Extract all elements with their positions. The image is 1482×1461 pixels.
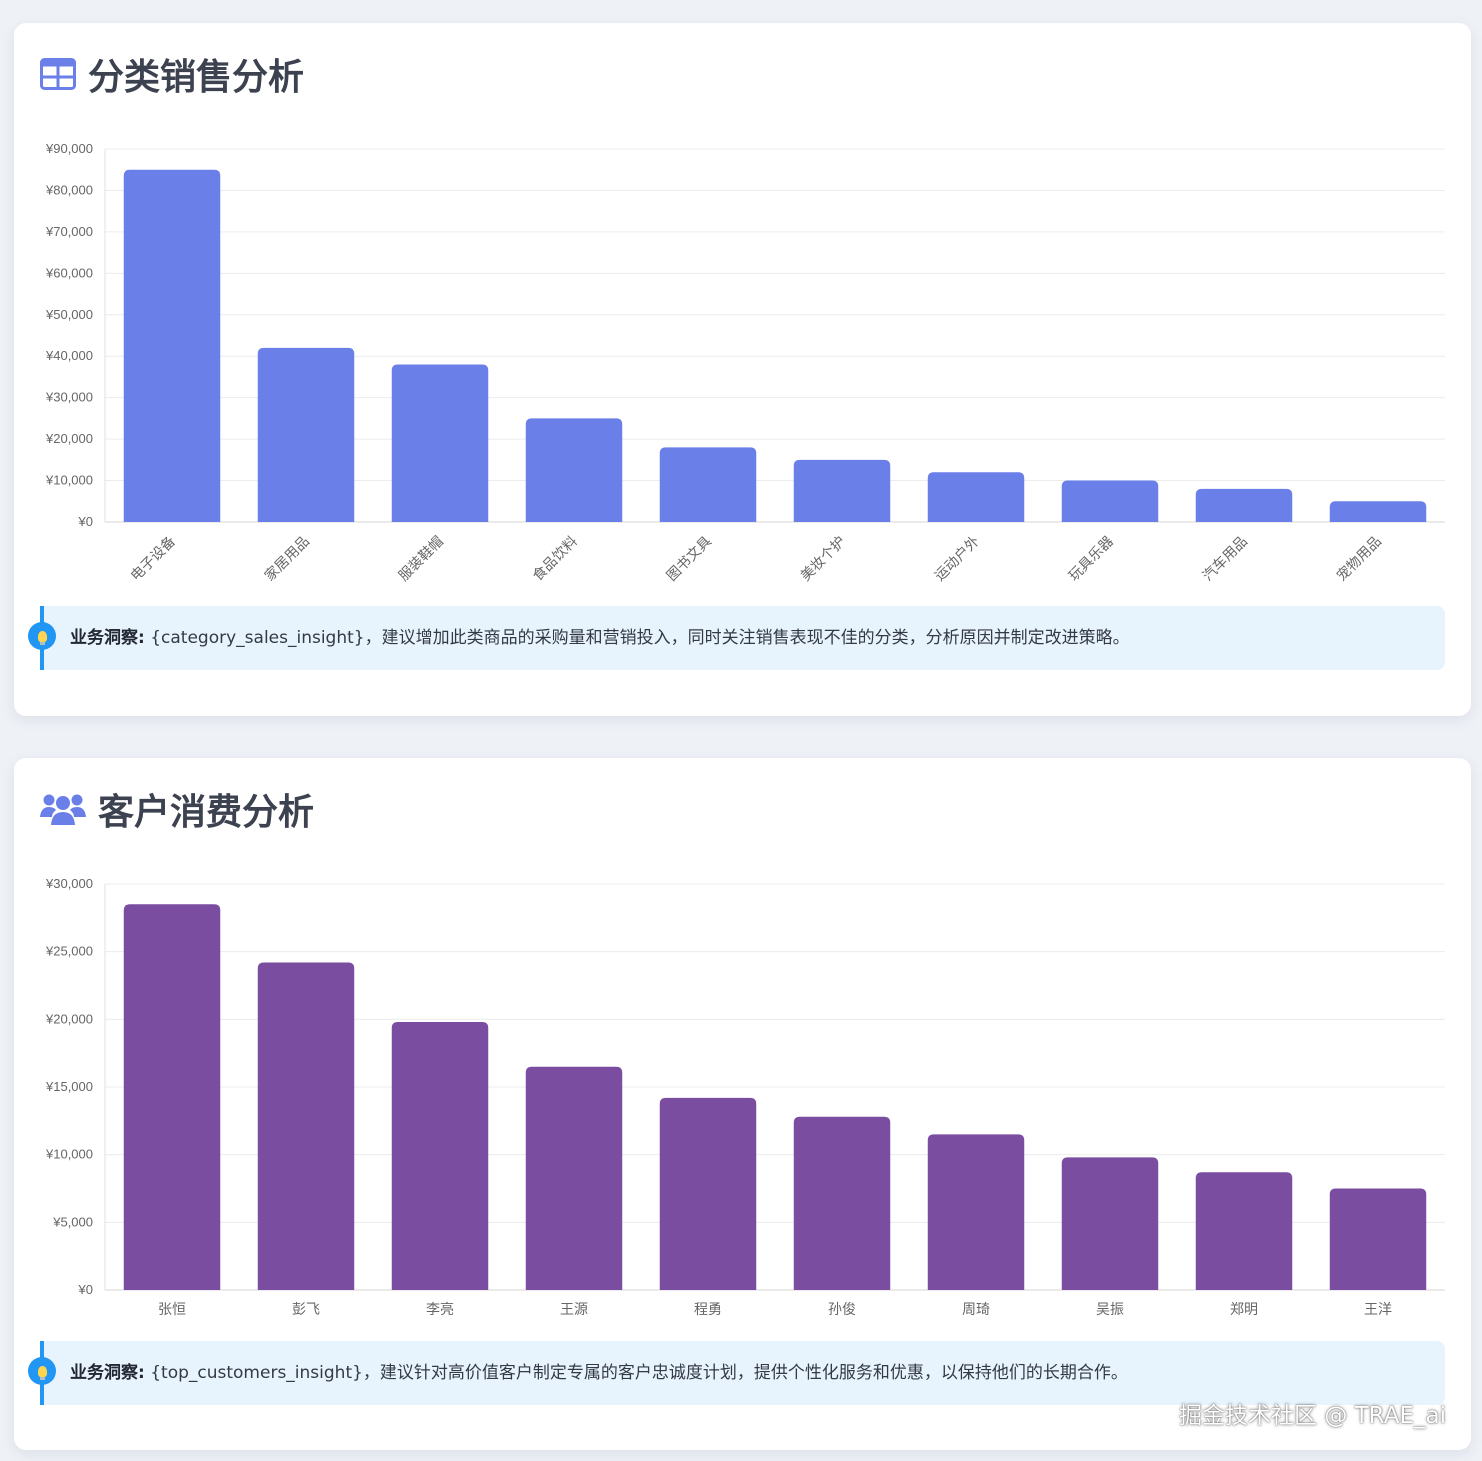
y-tick-label: ¥0 bbox=[78, 514, 93, 529]
grid-icon bbox=[40, 58, 76, 90]
category-insight-text: 业务洞察: {category_sales_insight}，建议增加此类商品的… bbox=[70, 606, 1130, 670]
y-tick-label: ¥60,000 bbox=[45, 265, 93, 280]
bar[interactable] bbox=[391, 1022, 489, 1290]
bar[interactable] bbox=[793, 1116, 891, 1290]
x-tick-label: 服装鞋帽 bbox=[396, 534, 447, 585]
bar[interactable] bbox=[257, 962, 355, 1290]
x-tick-label: 程勇 bbox=[694, 1302, 722, 1318]
bar[interactable] bbox=[257, 347, 355, 522]
bar[interactable] bbox=[793, 459, 891, 522]
bar[interactable] bbox=[1195, 488, 1293, 522]
x-tick-label: 李亮 bbox=[426, 1301, 454, 1318]
bar[interactable] bbox=[659, 1097, 757, 1290]
users-icon bbox=[40, 792, 86, 826]
lightbulb-icon bbox=[28, 1357, 56, 1385]
x-tick-label: 彭飞 bbox=[292, 1302, 320, 1318]
x-tick-label: 王源 bbox=[560, 1302, 588, 1318]
customer-spending-title-text: 客户消费分析 bbox=[98, 792, 315, 833]
bar[interactable] bbox=[123, 904, 221, 1290]
y-tick-label: ¥0 bbox=[78, 1282, 93, 1297]
customer-spending-title: 客户消费分析 bbox=[40, 786, 315, 833]
bar[interactable] bbox=[659, 447, 757, 522]
y-tick-label: ¥20,000 bbox=[45, 1011, 93, 1026]
y-tick-label: ¥10,000 bbox=[45, 473, 93, 488]
bar[interactable] bbox=[525, 418, 623, 522]
y-tick-label: ¥10,000 bbox=[45, 1147, 93, 1162]
category-sales-card: 分类销售分析 ¥0 ¥10,000 ¥20,000 ¥30,000 ¥40,000 ¥50… bbox=[14, 23, 1471, 716]
x-tick-label: 运动户外 bbox=[931, 533, 983, 585]
bar[interactable] bbox=[123, 169, 221, 522]
x-tick-label: 汽车用品 bbox=[1199, 533, 1251, 585]
category-sales-chart: ¥0 ¥10,000 ¥20,000 ¥30,000 ¥40,000 ¥50,000 ¥60… bbox=[45, 141, 1445, 585]
bar[interactable] bbox=[927, 472, 1025, 522]
x-tick-label: 郑明 bbox=[1230, 1302, 1258, 1318]
category-sales-title-text: 分类销售分析 bbox=[88, 57, 305, 98]
x-tick-label: 孙俊 bbox=[828, 1302, 856, 1318]
y-tick-label: ¥30,000 bbox=[45, 876, 93, 891]
customer-insight-box: 业务洞察: {top_customers_insight}，建议针对高价值客户制… bbox=[28, 1341, 1445, 1405]
x-tick-label: 玩具乐器 bbox=[1066, 534, 1117, 585]
insight-label: 业务洞察: bbox=[70, 628, 145, 648]
bar[interactable] bbox=[1329, 501, 1427, 522]
category-insight-box: 业务洞察: {category_sales_insight}，建议增加此类商品的… bbox=[28, 606, 1445, 670]
y-tick-label: ¥70,000 bbox=[45, 224, 93, 239]
y-tick-label: ¥80,000 bbox=[45, 182, 93, 197]
x-tick-label: 美妆个护 bbox=[798, 534, 849, 585]
x-tick-label: 电子设备 bbox=[127, 533, 179, 585]
category-sales-title: 分类销售分析 bbox=[40, 51, 305, 98]
x-tick-label: 图书文具 bbox=[664, 534, 715, 585]
x-tick-label: 吴振 bbox=[1096, 1302, 1124, 1318]
y-tick-label: ¥40,000 bbox=[45, 348, 93, 363]
customer-insight-text: 业务洞察: {top_customers_insight}，建议针对高价值客户制… bbox=[70, 1341, 1128, 1405]
customer-spending-card: 客户消费分析 ¥0 ¥5,000 ¥10,000 ¥15,000 ¥20,000 ¥25,… bbox=[14, 758, 1471, 1450]
y-tick-label: ¥30,000 bbox=[45, 390, 93, 405]
bar[interactable] bbox=[1195, 1172, 1293, 1290]
x-tick-label: 食品饮料 bbox=[529, 533, 581, 585]
x-tick-label: 家居用品 bbox=[261, 533, 313, 585]
x-tick-label: 王洋 bbox=[1364, 1302, 1392, 1318]
y-tick-label: ¥20,000 bbox=[45, 431, 93, 446]
x-tick-label: 宠物用品 bbox=[1334, 534, 1385, 585]
customer-spending-chart: ¥0 ¥5,000 ¥10,000 ¥15,000 ¥20,000 ¥25,000 ¥30,… bbox=[45, 876, 1445, 1318]
lightbulb-icon bbox=[28, 622, 56, 650]
insight-label: 业务洞察: bbox=[70, 1363, 145, 1383]
bar[interactable] bbox=[1061, 1157, 1159, 1290]
insight-body: {category_sales_insight}，建议增加此类商品的采购量和营销… bbox=[150, 628, 1130, 648]
y-tick-label: ¥90,000 bbox=[45, 141, 93, 156]
x-tick-label: 周琦 bbox=[962, 1302, 990, 1318]
x-tick-label: 张恒 bbox=[158, 1302, 186, 1318]
bar[interactable] bbox=[525, 1066, 623, 1290]
insight-body: {top_customers_insight}，建议针对高价值客户制定专属的客户… bbox=[150, 1363, 1128, 1383]
y-tick-label: ¥50,000 bbox=[45, 307, 93, 322]
bar[interactable] bbox=[927, 1134, 1025, 1290]
bar[interactable] bbox=[391, 364, 489, 522]
bar[interactable] bbox=[1329, 1188, 1427, 1291]
watermark: 掘金技术社区 @ TRAE_ai bbox=[1179, 1403, 1446, 1429]
bar[interactable] bbox=[1061, 480, 1159, 522]
y-tick-label: ¥25,000 bbox=[45, 944, 93, 959]
y-tick-label: ¥15,000 bbox=[45, 1079, 93, 1094]
y-tick-label: ¥5,000 bbox=[52, 1214, 93, 1229]
